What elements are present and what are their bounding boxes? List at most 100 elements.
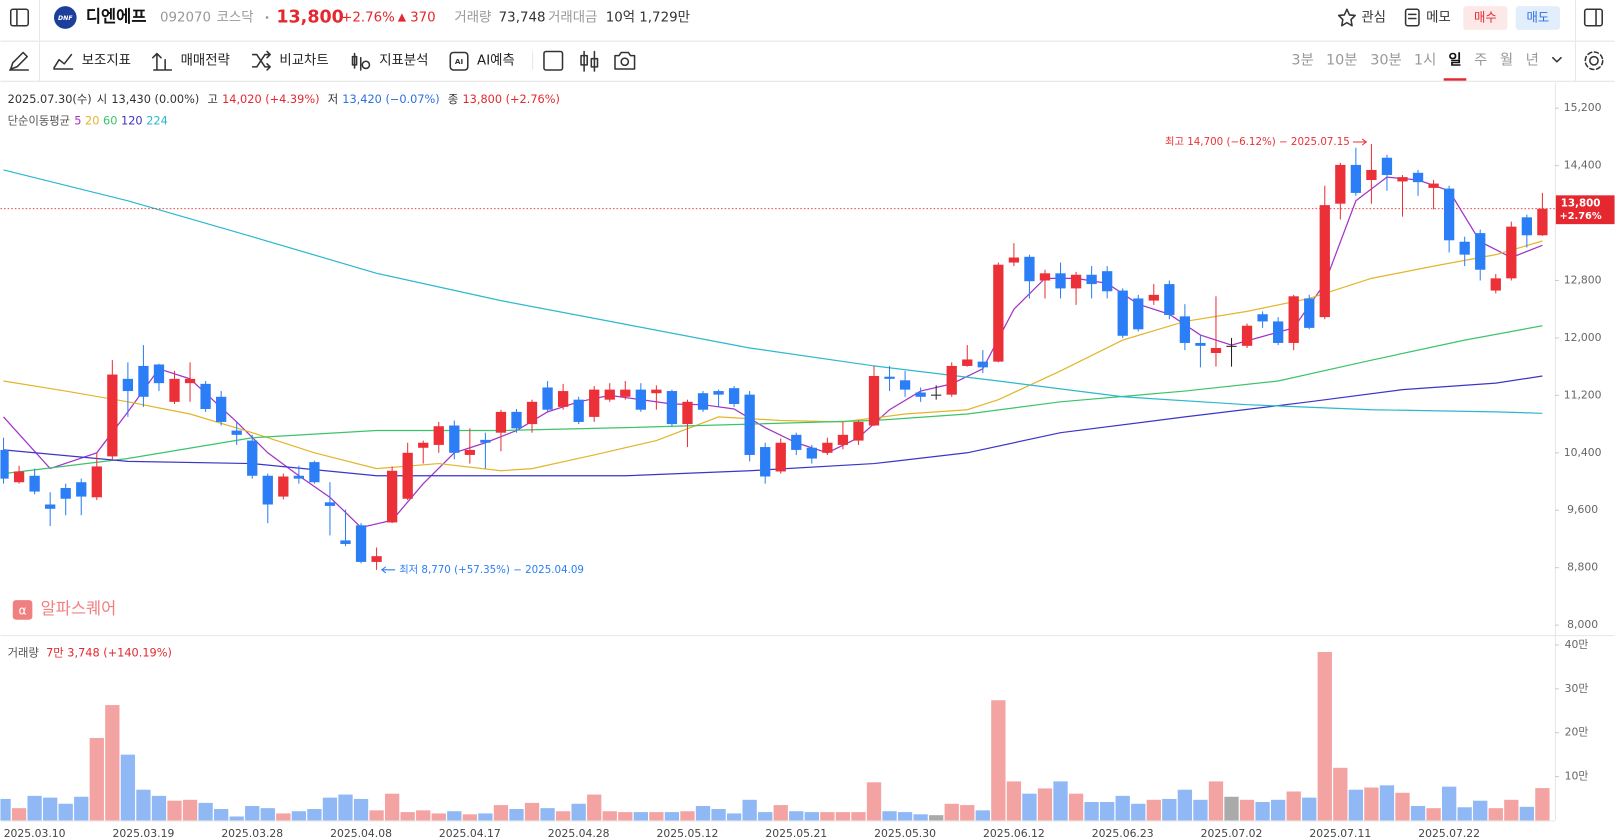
close-label: 종 <box>448 92 458 106</box>
ohlc-info: 2025.07.30(수) 시 13,430 (0.00%) 고 14,020 (+4.… <box>8 92 560 106</box>
tool-indicator[interactable]: 보조지표 <box>53 53 131 70</box>
volume-bar <box>1068 793 1084 821</box>
settings[interactable] <box>1584 51 1604 71</box>
candle-body <box>262 475 273 505</box>
period-option[interactable]: 10분 <box>1326 53 1358 69</box>
y-tick-label: 20만 <box>1565 726 1589 739</box>
volume-bar <box>1224 796 1239 821</box>
volume-bar <box>416 810 431 821</box>
candle-body <box>13 471 25 483</box>
tool-analysis[interactable]: 지표분석 <box>351 53 429 71</box>
period-option[interactable]: 3분 <box>1291 53 1313 69</box>
volume-bar <box>27 795 42 821</box>
memo-label: 메모 <box>1426 10 1451 26</box>
candle-body <box>91 466 102 498</box>
volume-bar <box>1255 802 1270 821</box>
x-tick-label: 2025.07.11 <box>1309 827 1371 840</box>
volume-bar <box>1519 806 1535 821</box>
candle-body <box>107 374 118 457</box>
candle-body <box>666 391 678 425</box>
candle-body <box>837 434 849 445</box>
tool-label: 보조지표 <box>82 53 131 69</box>
high: 14,020 (+4.39%) <box>222 92 319 106</box>
memo-button[interactable]: 메모 <box>1404 8 1451 27</box>
tool-candle[interactable] <box>580 50 599 72</box>
y-tick-label: 11,200 <box>1564 388 1602 401</box>
candle-body <box>122 378 134 392</box>
candle-body <box>573 399 584 422</box>
candle-body <box>1086 274 1097 285</box>
volume-bar <box>1115 795 1130 821</box>
watch-button[interactable]: 관심 <box>1337 8 1386 27</box>
candle-body <box>1055 273 1066 289</box>
volume-bar <box>120 754 136 821</box>
ma-line <box>3 375 1543 477</box>
panel-toggle[interactable] <box>1583 8 1603 27</box>
volume-bar <box>1208 781 1224 821</box>
candle-body <box>1273 321 1284 343</box>
y-tick-label: 12,800 <box>1564 273 1602 286</box>
open: 13,430 (0.00%) <box>111 92 199 106</box>
low: 13,420 (−0.07%) <box>342 92 439 106</box>
period-option[interactable]: 30분 <box>1370 53 1402 69</box>
low-label: 저 <box>328 92 338 106</box>
volume-subtitle: 7만 3,748 (+140.19%) <box>46 646 172 660</box>
candle-body <box>0 449 9 479</box>
volume-bar <box>369 810 384 821</box>
volume-bar <box>136 789 151 821</box>
candle-body <box>1506 226 1517 279</box>
volume-plot <box>0 651 1550 821</box>
candle-body <box>1008 257 1020 263</box>
volume-bar <box>1037 788 1053 821</box>
volume-bar <box>649 812 664 821</box>
sell-button[interactable]: 매도 <box>1515 6 1560 30</box>
volume-bar <box>1473 800 1488 821</box>
logo-text: DNF <box>58 15 73 22</box>
period-more[interactable] <box>1552 56 1562 63</box>
volume-bar <box>820 812 835 821</box>
period-option[interactable]: 월 <box>1500 52 1513 69</box>
candle-body <box>651 389 662 394</box>
volume-bar <box>493 805 509 821</box>
price-plot <box>0 144 1555 570</box>
candle-body <box>511 411 522 429</box>
tool-ai[interactable]: AI AI예측 <box>449 51 515 71</box>
tool-strategy[interactable]: 매매전략 <box>152 53 230 71</box>
candle-body <box>138 365 149 397</box>
candle-body <box>184 378 196 384</box>
volume-bar <box>711 809 726 821</box>
draw-tool[interactable] <box>8 51 30 71</box>
volume-bar <box>291 811 307 821</box>
volume-bar <box>213 809 229 821</box>
volume-bar <box>1022 793 1037 821</box>
period-option[interactable]: 주 <box>1474 53 1487 69</box>
candle-body <box>868 375 880 426</box>
volume-bar <box>322 797 338 821</box>
volume-bar <box>726 813 742 821</box>
min-arrow <box>380 566 396 574</box>
logo <box>53 6 77 29</box>
sidebar-toggle[interactable] <box>9 8 30 27</box>
up-arrow <box>397 13 407 22</box>
y-tick-label: 40만 <box>1565 638 1589 651</box>
volume-info: 거래량 7만 3,748 (+140.19%) <box>8 646 172 660</box>
volume-bar <box>1441 786 1457 821</box>
volume-bar <box>835 812 851 821</box>
brand-name: 알파스퀘어 <box>41 599 117 618</box>
period-option[interactable]: 일 <box>1448 52 1461 69</box>
change-rate: +2.76% <box>341 11 395 26</box>
candle-body <box>293 475 305 479</box>
tool-compare[interactable]: 비교차트 <box>251 50 329 71</box>
volume-bar <box>58 803 73 821</box>
candle-body <box>169 378 180 402</box>
period-option[interactable]: 1시 <box>1414 53 1436 69</box>
tool-capture[interactable] <box>614 51 636 70</box>
candle-body <box>1397 177 1408 182</box>
tool-box[interactable] <box>543 50 564 71</box>
candle-body <box>1412 172 1424 183</box>
candle-body <box>931 394 942 396</box>
period-option[interactable]: 년 <box>1526 52 1539 69</box>
y-tick-label: 14,400 <box>1564 159 1602 172</box>
buy-button[interactable]: 매수 <box>1463 6 1508 30</box>
